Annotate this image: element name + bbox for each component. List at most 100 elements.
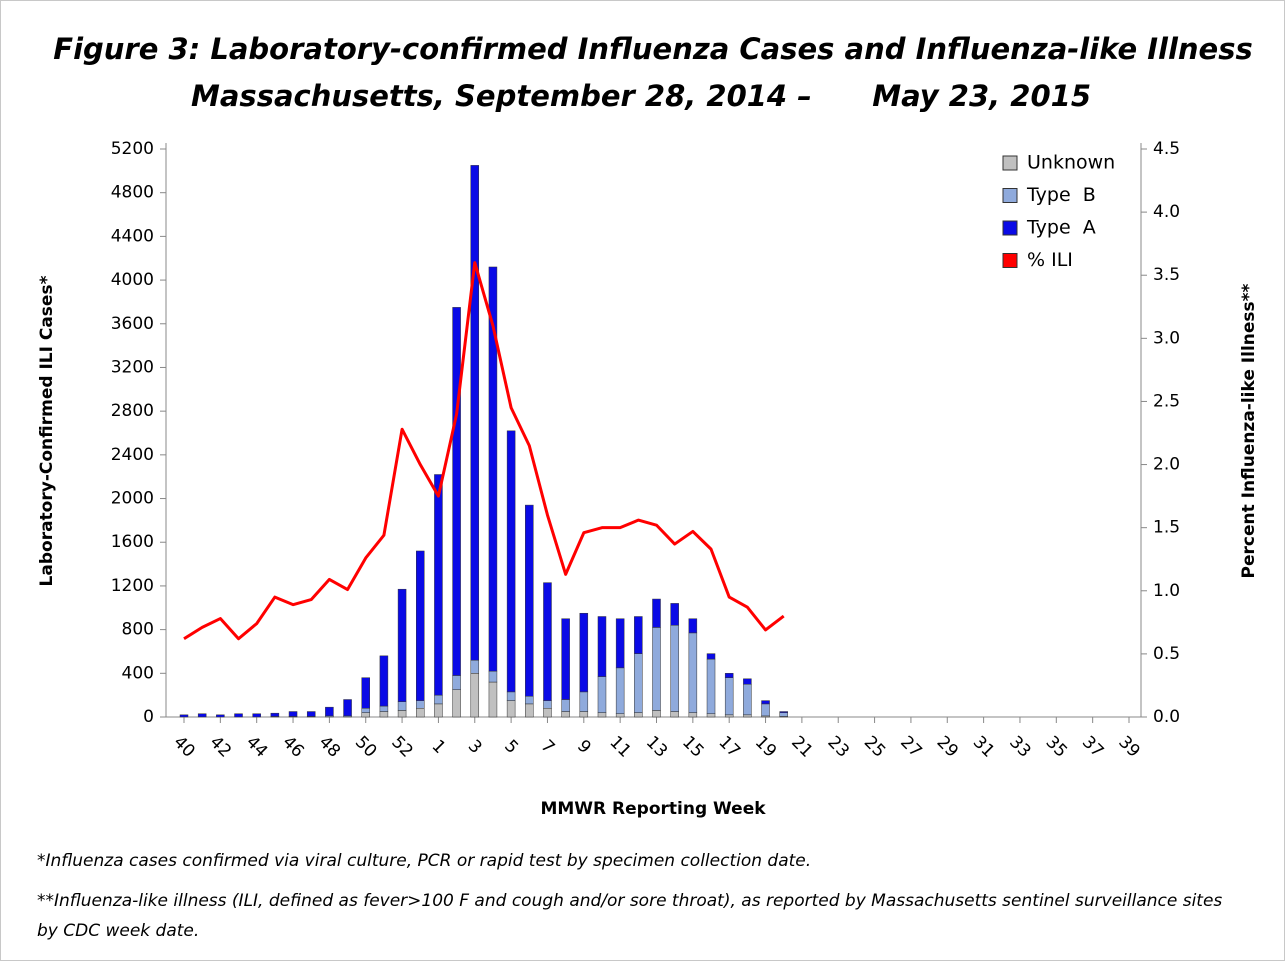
legend-label: Type A [1026, 217, 1096, 239]
bar-segment [379, 655, 389, 707]
legend-swatch [1002, 155, 1018, 171]
bar-segment [743, 678, 752, 685]
x-tick-label: 44 [242, 732, 271, 761]
y-tick-label: 3600 [111, 314, 154, 334]
y-tick-label: 5200 [111, 139, 154, 159]
bar-segment [597, 616, 607, 677]
bar-segment [706, 713, 716, 718]
bar-segment [506, 691, 516, 701]
bar-segment [743, 683, 752, 716]
x-tick-label: 37 [1078, 732, 1107, 761]
y2-tick-label: 4.5 [1153, 139, 1180, 159]
bar-segment [779, 712, 788, 717]
x-tick-label: 23 [824, 732, 853, 761]
bar-segment [561, 618, 570, 700]
bar-segment [361, 712, 370, 718]
y2-axis-title: Percent Influenza-like Illness** [1239, 283, 1259, 578]
bar-segment [325, 706, 334, 717]
y-tick-label: 4000 [111, 270, 154, 290]
bar-segment [270, 712, 280, 717]
x-tick-label: 9 [573, 736, 595, 758]
bar-segment [216, 714, 225, 718]
y2-tick-label: 1.5 [1153, 518, 1180, 538]
x-tick-label: 21 [787, 732, 816, 761]
bar-segment [361, 708, 370, 713]
x-tick-label: 7 [537, 736, 559, 758]
bar-segment [543, 582, 552, 701]
bar-segment [416, 708, 425, 718]
bar-segment [761, 703, 770, 717]
x-tick-label: 35 [1042, 732, 1071, 761]
bar-segment [416, 700, 425, 709]
bar-segment [288, 711, 298, 717]
bar-segment [506, 430, 516, 693]
x-tick-label: 52 [387, 732, 416, 761]
bar-segment [652, 598, 661, 628]
bar-segment [615, 713, 625, 718]
y-tick-label: 4400 [111, 226, 154, 246]
bar-segment [670, 711, 679, 718]
y-tick-label: 2400 [111, 445, 154, 465]
legend-label: % ILI [1027, 249, 1073, 271]
bar-segment [197, 713, 207, 718]
y2-tick-label: 1.0 [1153, 581, 1180, 601]
bar-segment [252, 713, 261, 718]
ili-line [183, 261, 785, 641]
y2-tick-label: 3.5 [1153, 265, 1180, 285]
x-tick-label: 25 [860, 732, 889, 761]
x-tick-label: 31 [969, 732, 998, 761]
chart: Figure 3: Laboratory-confirmed Influenza… [37, 32, 1259, 819]
y2-tick-label: 0.5 [1153, 644, 1180, 664]
legend-swatch [1002, 188, 1018, 203]
bar-segment [525, 695, 534, 705]
x-tick-label: 27 [896, 732, 925, 761]
bar-segment [761, 700, 770, 705]
bar-segment [397, 588, 407, 702]
bar-segment [652, 710, 661, 718]
x-tick-label: 17 [714, 732, 743, 761]
bar-segment [706, 653, 716, 660]
y-tick-label: 0 [143, 707, 154, 727]
legend-label: Type B [1026, 184, 1096, 206]
chart-title: Massachusetts, September 28, 2014 – May … [191, 79, 1091, 113]
y2-tick-label: 2.5 [1153, 391, 1180, 411]
y-tick-label: 1200 [111, 576, 154, 596]
x-tick-label: 50 [351, 732, 380, 761]
x-tick-label: 3 [464, 736, 486, 758]
bar-segment [543, 700, 552, 709]
bar-segment [434, 474, 443, 696]
y2-tick-label: 4.0 [1153, 202, 1180, 222]
bar-segment [615, 667, 625, 714]
bar-segment [234, 713, 243, 718]
y-tick-label: 800 [122, 620, 154, 640]
bar-segment [488, 670, 498, 683]
bar-segment [452, 675, 461, 690]
bar-segment [179, 714, 189, 718]
bar-segment [615, 618, 625, 669]
bar-segment [379, 711, 389, 718]
bar-segment [506, 700, 516, 718]
bar-segment [579, 711, 589, 718]
bar-segment [579, 691, 589, 712]
y2-tick-label: 0.0 [1153, 707, 1180, 727]
y-tick-label: 2800 [111, 401, 154, 421]
bar-segment [634, 616, 643, 654]
x-tick-label: 46 [278, 732, 307, 761]
bar-segment [397, 710, 407, 718]
bar-segment [470, 673, 480, 718]
x-tick-label: 13 [642, 732, 671, 761]
bar-segment [525, 504, 534, 697]
x-tick-label: 11 [605, 732, 634, 761]
bar-segment [724, 673, 734, 678]
bar-segment [579, 612, 589, 693]
bar-segment [743, 714, 752, 718]
bar-segment [670, 603, 679, 626]
bar-segment [306, 711, 316, 717]
x-axis-title: MMWR Reporting Week [540, 799, 766, 819]
bar-segment [470, 659, 480, 674]
bar-segment [361, 677, 370, 709]
bar-segment [597, 676, 607, 713]
bar-segment [670, 624, 679, 712]
bar-segment [543, 708, 552, 718]
